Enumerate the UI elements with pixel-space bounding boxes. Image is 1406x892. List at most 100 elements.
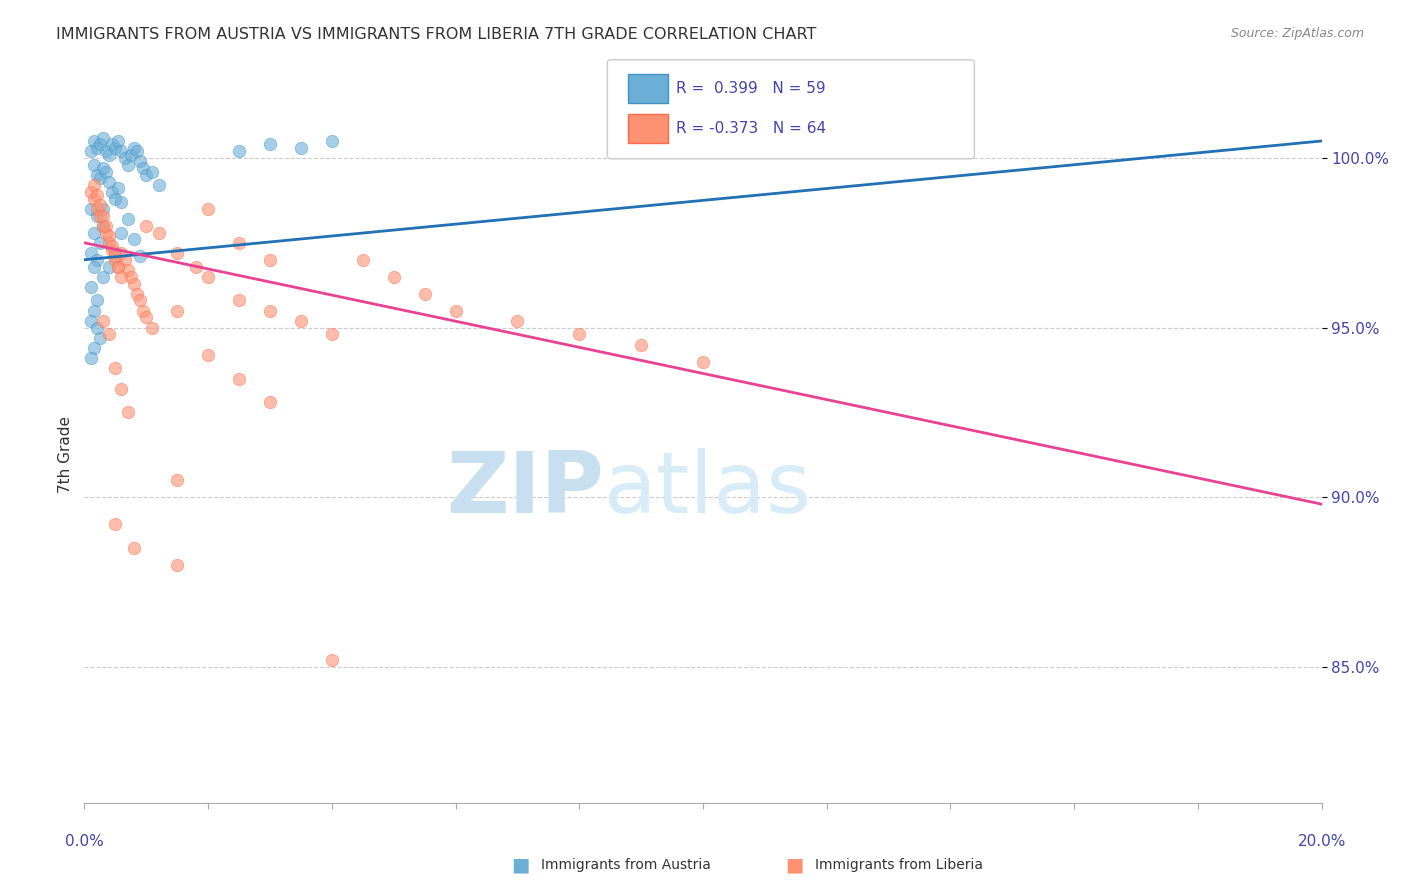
Point [89,137,111,152]
Point [122,541,145,556]
Point [79,202,101,216]
Point [79,246,101,260]
Point [79,185,101,199]
Point [259,137,281,152]
Point [197,269,219,284]
Point [197,202,219,216]
Point [86,320,108,334]
Text: atlas: atlas [605,448,813,532]
Point [101,185,124,199]
Text: 0.0%: 0.0% [65,834,104,849]
Point [94,226,117,240]
Point [101,239,124,253]
Point [228,371,250,385]
Point [129,154,152,169]
Point [101,137,124,152]
Point [98,147,121,161]
Point [135,219,157,233]
Point [94,164,117,178]
Point [91,314,114,328]
Point [122,232,145,246]
Point [86,252,108,267]
Point [166,246,188,260]
Point [91,202,114,216]
Point [568,327,591,342]
Point [120,269,142,284]
Point [148,226,170,240]
Point [89,331,111,345]
Point [413,286,436,301]
Point [98,175,121,189]
Point [104,246,127,260]
Point [91,219,114,233]
Point [91,209,114,223]
Point [79,144,101,158]
Point [101,243,124,257]
Point [321,653,343,667]
Text: 20.0%: 20.0% [1298,834,1346,849]
Point [184,260,207,274]
Point [120,147,142,161]
Point [94,219,117,233]
Point [110,382,132,396]
Point [83,226,105,240]
Point [110,195,132,210]
Text: ZIP: ZIP [446,448,605,532]
Point [89,198,111,212]
Y-axis label: 7th Grade: 7th Grade [58,417,73,493]
Point [382,269,405,284]
Point [83,192,105,206]
Point [104,192,127,206]
Point [91,269,114,284]
Text: Source: ZipAtlas.com: Source: ZipAtlas.com [1230,27,1364,40]
Point [259,395,281,409]
Point [98,235,121,250]
Point [135,168,157,182]
Point [91,130,114,145]
Point [117,158,139,172]
Point [91,219,114,233]
Point [321,327,343,342]
Point [107,181,129,195]
Point [506,314,529,328]
Point [321,134,343,148]
Point [89,171,111,186]
Point [166,303,188,318]
Point [228,144,250,158]
Point [107,260,129,274]
Point [290,314,312,328]
Point [107,260,129,274]
Text: R =  0.399   N = 59: R = 0.399 N = 59 [676,81,825,95]
Point [98,229,121,244]
Point [83,158,105,172]
Point [135,310,157,325]
Point [114,252,136,267]
Point [259,303,281,318]
Text: ■: ■ [785,855,804,875]
Point [129,249,152,263]
Point [129,293,152,308]
Text: Immigrants from Liberia: Immigrants from Liberia [815,858,983,872]
Point [630,337,652,351]
Point [83,341,105,355]
Point [104,361,127,376]
Point [98,327,121,342]
Point [91,161,114,175]
Point [86,209,108,223]
Point [79,280,101,294]
Point [197,348,219,362]
Point [83,303,105,318]
Point [125,144,148,158]
Point [122,277,145,291]
Point [79,351,101,366]
Point [228,293,250,308]
Point [228,235,250,250]
Point [125,286,148,301]
Point [104,141,127,155]
Point [83,134,105,148]
Point [110,144,132,158]
Point [86,293,108,308]
Point [79,314,101,328]
Point [114,151,136,165]
Point [110,269,132,284]
